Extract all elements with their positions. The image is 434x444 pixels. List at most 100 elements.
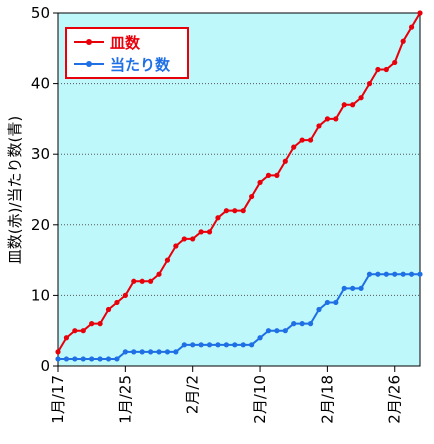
data-point-s2-31 — [316, 306, 322, 313]
data-point-s2-37 — [366, 271, 373, 277]
data-point-s2-22 — [240, 342, 246, 348]
data-point-s2-29 — [299, 321, 305, 327]
data-point-s2-32 — [324, 299, 330, 306]
legend-box — [65, 27, 189, 79]
x-tick-label-5: 2月/26 — [386, 375, 404, 424]
x-tick-label-1: 1月/25 — [116, 375, 134, 424]
data-point-s2-35 — [350, 285, 356, 291]
legend-label-series-1: 皿数 — [110, 34, 141, 52]
legend: 皿数 当たり数 — [65, 27, 189, 79]
data-point-s2-2 — [72, 356, 78, 362]
data-point-s2-7 — [114, 356, 120, 362]
data-point-s1-35 — [350, 102, 356, 108]
data-point-s1-33 — [333, 116, 339, 122]
data-point-s1-18 — [206, 229, 213, 235]
data-point-s2-24 — [257, 335, 263, 341]
data-point-s1-39 — [383, 66, 389, 73]
data-point-s2-16 — [190, 342, 196, 348]
data-point-s1-25 — [265, 172, 272, 178]
data-point-s2-27 — [282, 328, 288, 334]
x-tick-label-2: 2月/2 — [184, 375, 202, 414]
data-point-s1-31 — [316, 123, 322, 129]
data-point-s1-11 — [148, 278, 154, 284]
series-layer — [55, 10, 423, 362]
data-point-s1-16 — [190, 236, 196, 242]
data-point-s2-40 — [392, 271, 398, 277]
data-point-s1-2 — [72, 328, 78, 334]
data-point-s2-8 — [122, 349, 128, 355]
legend-marker-series-2 — [86, 61, 92, 67]
data-point-s1-22 — [240, 208, 246, 214]
data-point-s2-13 — [164, 349, 171, 355]
data-point-s1-30 — [307, 137, 314, 143]
data-point-s1-3 — [80, 328, 86, 334]
data-point-s2-3 — [80, 356, 86, 362]
data-point-s1-10 — [139, 278, 145, 284]
y-axis-title: 皿数(赤)/当たり数(青) — [6, 116, 24, 264]
data-point-s2-41 — [400, 271, 406, 277]
data-point-s1-23 — [249, 193, 255, 200]
data-point-s1-17 — [198, 229, 204, 235]
y-tick-label-20: 20 — [31, 216, 50, 234]
x-tick-label-0: 1月/17 — [49, 375, 67, 424]
data-point-s1-14 — [173, 243, 179, 249]
data-point-s2-0 — [55, 356, 61, 362]
data-point-s2-23 — [249, 342, 255, 348]
data-point-s2-42 — [408, 271, 415, 277]
data-point-s2-43 — [417, 271, 423, 277]
data-point-s1-42 — [408, 24, 415, 30]
data-point-s2-21 — [232, 342, 238, 348]
y-tick-label-30: 30 — [31, 145, 50, 163]
y-tick-label-10: 10 — [31, 286, 50, 304]
data-point-s2-5 — [97, 356, 103, 362]
x-tick-label-3: 2月/10 — [251, 375, 269, 424]
x-tick-label-4: 2月/18 — [318, 375, 336, 424]
data-point-s2-4 — [89, 356, 95, 362]
data-point-s1-37 — [366, 81, 373, 87]
data-point-s1-5 — [97, 321, 103, 327]
axis-layer: 0 10 20 30 40 50 1月/17 1月/25 2月/2 2月/10 2月/18 2月/26 — [31, 4, 404, 424]
legend-label-series-2: 当たり数 — [110, 56, 171, 74]
data-point-s2-39 — [383, 271, 389, 277]
y-tick-label-40: 40 — [31, 75, 50, 93]
data-point-s1-26 — [274, 172, 280, 178]
data-point-s1-15 — [181, 236, 187, 242]
data-point-s1-7 — [114, 299, 120, 306]
data-point-s1-19 — [215, 215, 221, 221]
data-point-s2-38 — [375, 271, 381, 277]
data-point-s1-40 — [392, 59, 398, 66]
data-point-s1-12 — [156, 271, 162, 277]
data-point-s2-26 — [274, 328, 280, 334]
data-point-s1-34 — [341, 102, 347, 108]
y-tick-label-50: 50 — [31, 4, 50, 22]
legend-marker-series-1 — [86, 39, 92, 45]
data-point-s1-0 — [55, 349, 61, 355]
data-point-s2-15 — [181, 342, 187, 348]
data-point-s2-1 — [63, 356, 70, 362]
data-point-s2-17 — [198, 342, 204, 348]
data-point-s2-36 — [358, 285, 364, 291]
data-point-s1-41 — [400, 38, 406, 44]
data-point-s2-10 — [139, 349, 145, 355]
data-point-s2-9 — [131, 349, 137, 355]
data-point-s1-32 — [324, 116, 330, 122]
gridlines — [58, 83, 420, 296]
data-point-s2-18 — [206, 342, 213, 348]
data-point-s1-27 — [282, 158, 288, 164]
y-tick-label-0: 0 — [40, 357, 50, 375]
data-point-s2-33 — [333, 299, 339, 306]
data-point-s2-12 — [156, 349, 162, 355]
data-point-s1-36 — [358, 95, 364, 101]
data-point-s1-1 — [63, 335, 70, 341]
data-point-s1-20 — [223, 208, 229, 214]
data-point-s2-25 — [265, 328, 272, 334]
data-point-s2-19 — [215, 342, 221, 348]
data-point-s2-6 — [105, 356, 112, 362]
data-point-s1-21 — [232, 208, 238, 214]
data-point-s2-11 — [148, 349, 154, 355]
data-point-s1-9 — [131, 278, 137, 284]
data-point-s2-30 — [307, 321, 314, 327]
data-point-s1-29 — [299, 137, 305, 143]
data-point-s1-38 — [375, 66, 381, 73]
